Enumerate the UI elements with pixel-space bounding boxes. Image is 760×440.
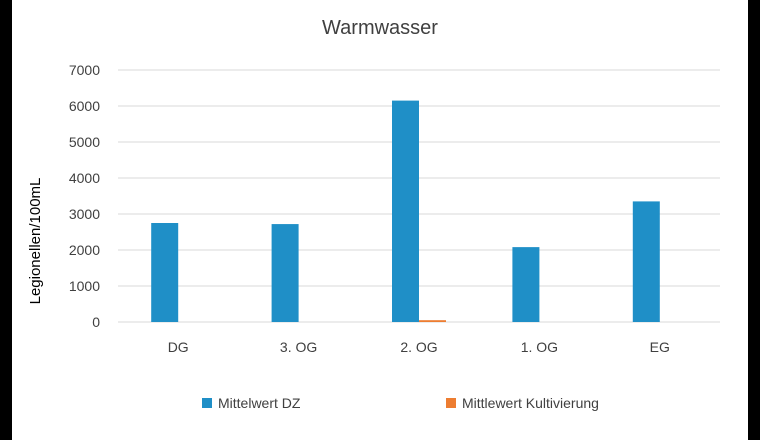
y-tick-label: 5000 — [69, 134, 100, 150]
x-tick-label: 1. OG — [521, 339, 558, 355]
bar — [392, 100, 419, 322]
x-tick-label: 2. OG — [400, 339, 437, 355]
legend-swatch — [446, 398, 456, 408]
y-tick-label: 3000 — [69, 206, 100, 222]
bar — [632, 201, 660, 322]
x-tick-label: DG — [168, 339, 189, 355]
chart-title: Warmwasser — [322, 17, 438, 39]
legend: Mittelwert DZ Mittlewert Kultivierung — [202, 395, 599, 411]
bar — [271, 224, 299, 322]
legend-swatch — [202, 398, 212, 408]
y-tick-label: 4000 — [69, 170, 100, 186]
y-axis-ticks: 0 1000 2000 3000 4000 5000 6000 7000 — [69, 62, 100, 330]
y-tick-label: 7000 — [69, 62, 100, 78]
bar — [512, 247, 540, 322]
y-tick-label: 6000 — [69, 98, 100, 114]
x-axis-ticks: DG 3. OG 2. OG 1. OG EG — [168, 339, 670, 355]
legend-label: Mittelwert DZ — [218, 395, 301, 411]
bars — [151, 100, 660, 322]
legend-label: Mittlewert Kultivierung — [462, 395, 599, 411]
y-tick-label: 1000 — [69, 278, 100, 294]
y-tick-label: 2000 — [69, 242, 100, 258]
bar — [419, 320, 446, 322]
y-axis-label: Legionellen/100mL — [27, 178, 44, 305]
chart-frame: Warmwasser Legionellen/100mL 0 1000 2000 30… — [12, 0, 748, 440]
x-tick-label: 3. OG — [280, 339, 317, 355]
bar — [151, 223, 179, 322]
bar-chart: Warmwasser Legionellen/100mL 0 1000 2000 30… — [27, 17, 720, 411]
y-tick-label: 0 — [92, 314, 100, 330]
x-tick-label: EG — [650, 339, 670, 355]
